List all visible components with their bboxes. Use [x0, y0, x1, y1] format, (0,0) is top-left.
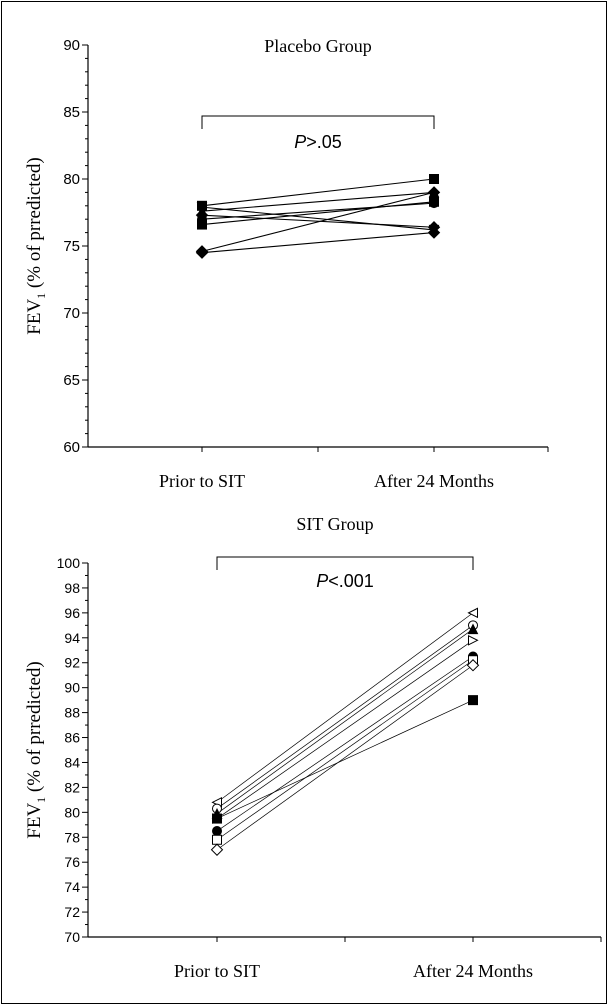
y-tick-label: 90 — [64, 680, 80, 696]
series-line — [217, 640, 473, 818]
triangle-open-right-marker — [469, 636, 478, 645]
square-filled-marker — [198, 220, 207, 229]
y-tick-label: 84 — [64, 754, 80, 770]
series-line — [217, 629, 473, 814]
x-category-label: After 24 Months — [413, 961, 533, 981]
y-tick-label: 80 — [63, 171, 80, 188]
x-category-label: After 24 Months — [374, 471, 494, 491]
series-line — [217, 665, 473, 850]
y-tick-label: 92 — [64, 655, 80, 671]
p-value-annotation: P>.05 — [294, 132, 342, 152]
y-tick-label: 90 — [63, 37, 80, 54]
y-tick-label: 78 — [64, 829, 80, 845]
y-tick-label: 75 — [63, 238, 80, 255]
diamond-filled-marker — [197, 246, 208, 257]
series-line — [217, 613, 473, 802]
y-axis-label: FEV1 (% of prredicted) — [24, 157, 48, 334]
y-tick-label: 96 — [64, 605, 80, 621]
x-category-label: Prior to SIT — [159, 471, 245, 491]
square-filled-marker — [430, 197, 439, 206]
diamond-open-marker — [212, 844, 223, 855]
p-value-text: <.001 — [328, 571, 374, 591]
square-open-marker — [213, 835, 222, 844]
significance-bracket — [202, 116, 434, 129]
p-value-letter: P — [294, 132, 306, 152]
y-axis-label-main: FEV — [24, 299, 45, 335]
triangle-open-left-marker — [469, 608, 478, 617]
y-tick-label: 100 — [57, 555, 81, 571]
square-filled-marker — [430, 175, 439, 184]
y-tick-label: 86 — [64, 730, 80, 746]
y-axis-label-rest: (% of prredicted) — [24, 661, 45, 797]
y-axis-label-main: FEV — [24, 803, 45, 839]
y-tick-label: 85 — [63, 104, 80, 121]
y-tick-label: 70 — [64, 929, 80, 945]
sit-panel: 70 72 74 76 78 80 82 84 86 88 90 92 94 96 98 100 Prior t… — [24, 514, 601, 981]
p-value-annotation: P<.001 — [316, 571, 374, 591]
significance-bracket — [217, 557, 473, 570]
x-category-label: Prior to SIT — [174, 961, 260, 981]
chart-title: SIT Group — [296, 514, 373, 534]
y-tick-label: 65 — [63, 372, 80, 389]
square-filled-marker — [213, 814, 222, 823]
y-axis-label: FEV1 (% of prredicted) — [24, 661, 48, 838]
series-line — [217, 700, 473, 818]
y-tick-label: 98 — [64, 580, 80, 596]
y-tick-label: 72 — [64, 904, 80, 920]
y-tick-label: 60 — [63, 439, 80, 456]
y-tick-label: 74 — [64, 879, 80, 895]
square-filled-marker — [469, 696, 478, 705]
y-axis-label-rest: (% of prredicted) — [24, 157, 45, 293]
series-line — [217, 660, 473, 840]
y-tick-label: 82 — [64, 779, 80, 795]
y-tick-label: 94 — [64, 630, 80, 646]
y-tick-label: 70 — [63, 305, 80, 322]
y-tick-label: 76 — [64, 854, 80, 870]
series-line — [202, 207, 434, 230]
p-value-text: >.05 — [306, 132, 342, 152]
placebo-panel: 60 65 70 75 80 85 90 Prior to SIT After 24 Month… — [24, 36, 548, 491]
y-tick-label: 88 — [64, 705, 80, 721]
p-value-letter: P — [316, 571, 328, 591]
y-tick-label: 80 — [64, 804, 80, 820]
circle-filled-marker — [213, 827, 222, 836]
series-line — [217, 657, 473, 832]
chart-title: Placebo Group — [264, 36, 371, 56]
series-line — [217, 625, 473, 808]
